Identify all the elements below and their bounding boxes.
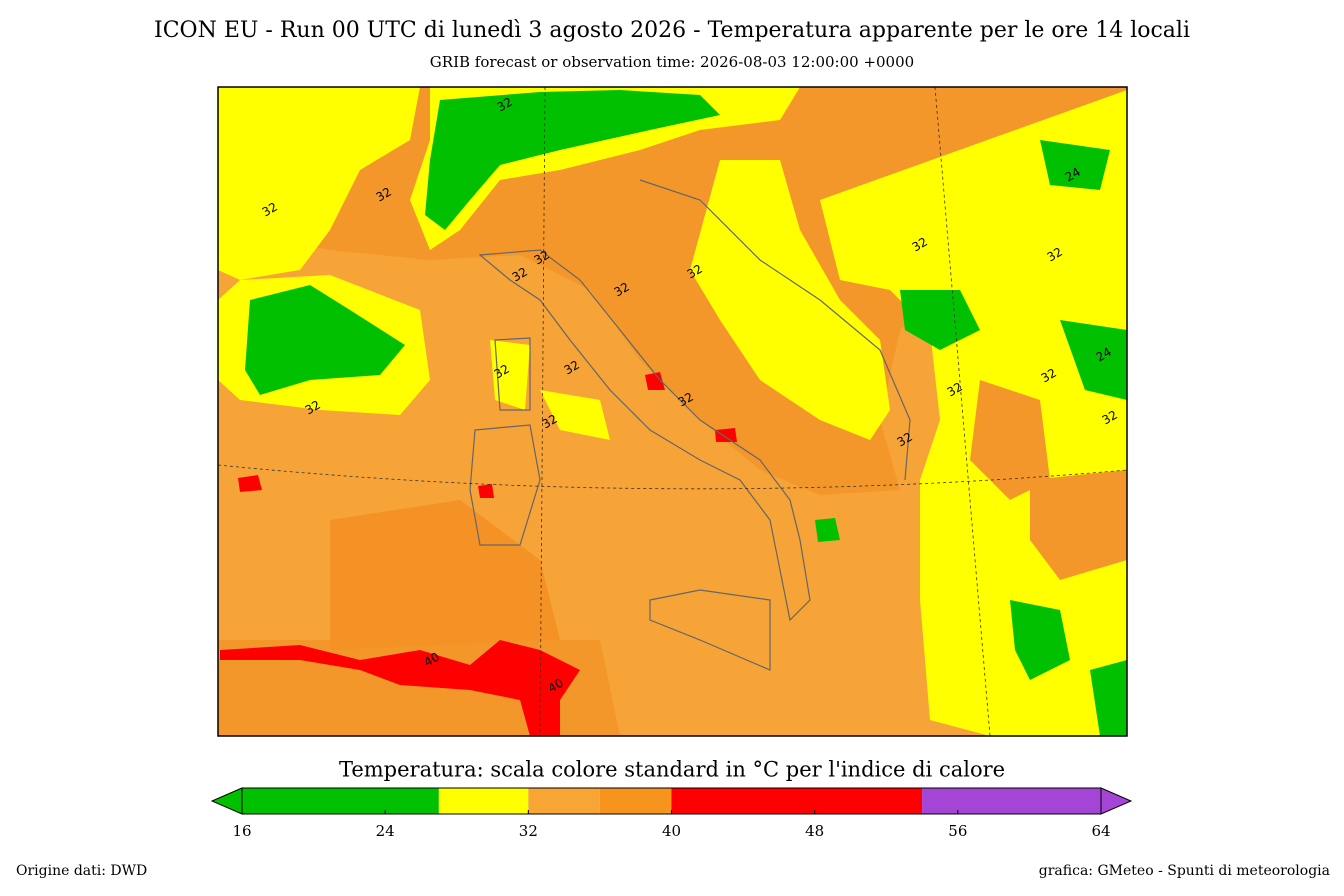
contour-label: 24 <box>1094 345 1114 365</box>
colorbar-segment <box>242 788 439 814</box>
colorbar-segment <box>671 788 923 814</box>
contour-label: 32 <box>910 235 930 255</box>
green-area <box>425 90 720 230</box>
colorbar-extend-high <box>1100 787 1133 815</box>
land <box>1030 470 1127 580</box>
colorbar-tick-label: 64 <box>1091 822 1110 840</box>
colorbar-segment <box>438 788 529 814</box>
yellow-area <box>490 340 530 410</box>
contour-label: 32 <box>532 248 552 268</box>
yellow-area <box>690 160 890 440</box>
colorbar-tick-label: 16 <box>232 822 251 840</box>
contour-label: 24 <box>1063 165 1083 185</box>
footer-right: grafica: GMeteo - Spunti di meteorologia <box>1039 863 1330 879</box>
contour-label: 32 <box>260 200 280 220</box>
contour-label: 32 <box>374 185 394 205</box>
contour-label: 32 <box>562 358 582 378</box>
contour-label: 32 <box>1100 408 1120 428</box>
contour-label: 32 <box>895 430 915 450</box>
contour-label: 32 <box>492 362 512 382</box>
contour-label: 32 <box>676 390 696 410</box>
contour-label: 32 <box>685 262 705 282</box>
contour-label: 32 <box>1045 245 1065 265</box>
green-area <box>1090 660 1127 736</box>
colorbar-tick-label: 32 <box>519 822 538 840</box>
green-area <box>815 518 840 542</box>
title: ICON EU - Run 00 UTC di lunedì 3 agosto … <box>154 18 1190 43</box>
contour-label: 32 <box>510 265 530 285</box>
colorbar-segment <box>599 788 672 814</box>
green-area <box>900 290 980 350</box>
colorbar-extend-low <box>210 787 243 815</box>
land <box>330 500 560 650</box>
contour-label: 32 <box>495 95 515 115</box>
land <box>970 380 1050 500</box>
subtitle: GRIB forecast or observation time: 2026-… <box>430 53 914 71</box>
yellow-area <box>820 90 1127 736</box>
contour-label: 32 <box>945 380 965 400</box>
green-area <box>1060 320 1127 400</box>
contour-label: 40 <box>546 676 566 696</box>
coastline <box>469 337 771 671</box>
colorbar-segment <box>528 788 600 814</box>
green-area <box>245 285 405 395</box>
contour-label: 32 <box>612 280 632 300</box>
green-area <box>1040 140 1110 190</box>
contour-label: 32 <box>1039 366 1059 386</box>
yellow-area <box>540 390 610 440</box>
red-area <box>478 484 494 498</box>
colorbar-tick-label: 24 <box>376 822 395 840</box>
colorbar: 16 24 32 40 48 56 64 <box>210 787 1133 840</box>
footer-left: Origine dati: DWD <box>16 863 147 879</box>
contour-label: 40 <box>422 650 442 670</box>
colorbar-tick-label: 56 <box>948 822 967 840</box>
yellow-area <box>218 87 420 280</box>
colorbar-segment <box>922 788 1101 814</box>
coastline <box>478 179 911 622</box>
red-area <box>645 372 665 390</box>
graticule <box>218 87 1127 736</box>
contour-label: 32 <box>540 412 560 432</box>
colorbar-tick-label: 40 <box>662 822 681 840</box>
colorbar-tick-label: 48 <box>805 822 824 840</box>
red-area <box>715 428 737 442</box>
contour-label: 32 <box>303 398 323 418</box>
map-frame <box>217 86 1128 737</box>
green-area <box>1010 600 1070 680</box>
red-area <box>238 475 262 492</box>
red-area <box>220 640 580 736</box>
colorbar-title: Temperatura: scala colore standard in °C… <box>339 758 1005 782</box>
